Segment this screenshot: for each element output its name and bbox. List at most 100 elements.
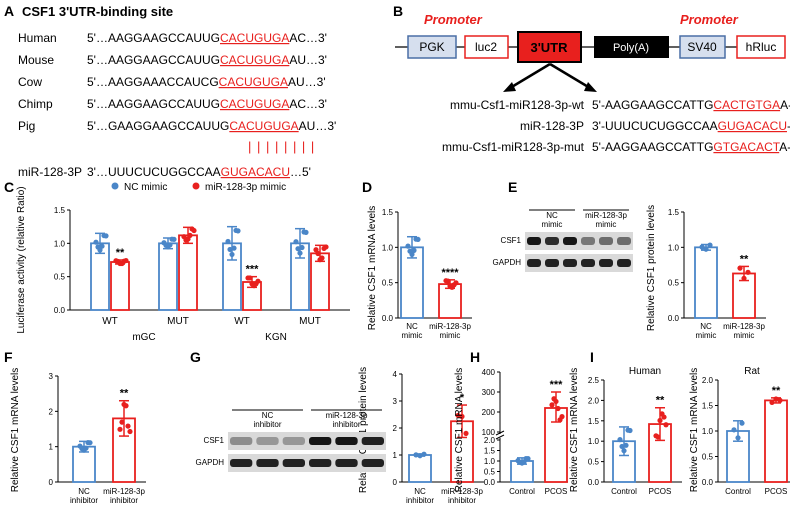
x-tick-label: mimic <box>402 331 423 340</box>
y-tick-label: 100 <box>482 428 496 437</box>
bar-mir <box>110 261 130 311</box>
data-point <box>171 236 177 242</box>
panel-b-letter: B <box>393 3 403 19</box>
data-point <box>551 396 557 402</box>
y-tick-label: 1.5 <box>702 402 714 411</box>
data-point <box>293 239 299 245</box>
data-point <box>659 411 665 417</box>
blot-group-label: miR-128-3p <box>585 211 627 220</box>
blot-band <box>545 237 559 245</box>
data-point <box>549 402 555 408</box>
x-tick-label: miR-128-3p <box>441 487 483 496</box>
y-tick-label: 1.0 <box>588 437 600 446</box>
panel-a-title: CSF1 3'UTR-binding site <box>22 4 173 19</box>
x-tick-label: PCOS <box>765 487 788 496</box>
construct-seq-0: 5'-AAGGAAGCCATTGCACTGTGAA-3' <box>592 98 790 112</box>
data-point <box>559 414 565 420</box>
data-point <box>707 242 713 248</box>
significance-label: * <box>460 392 465 404</box>
data-point <box>299 244 305 251</box>
y-tick-label: 0.0 <box>702 478 714 487</box>
data-point <box>95 244 101 250</box>
data-point <box>617 436 623 443</box>
blot-group-label: mimic <box>542 220 563 229</box>
blot-band <box>309 437 332 445</box>
promoter-label-1: Promoter <box>424 12 483 27</box>
blot-band <box>581 259 595 267</box>
blot-strip <box>525 232 633 250</box>
data-point <box>521 459 527 465</box>
x-tick-label: mimic <box>440 331 461 340</box>
y-tick-label: 0.5 <box>54 273 66 282</box>
data-point <box>123 403 129 409</box>
chart-d: 0.0 0.5 1.0 1.5 Relative CSF1 mRNA levels ***… <box>367 206 472 340</box>
x-tick-label: inhibitor <box>448 496 476 505</box>
blot-band <box>309 459 332 467</box>
species-seq-2: 5'…AAGGAAACCAUCGCACUGUGAAU…3' <box>87 75 326 89</box>
y-tick-label: 0.0 <box>668 314 680 323</box>
chart-i-rat-title: Rat <box>744 366 760 377</box>
blot-band <box>335 459 358 467</box>
blot-band <box>282 437 305 445</box>
blot-strip <box>228 432 386 450</box>
y-tick-label: 300 <box>482 388 496 397</box>
data-point <box>79 446 85 452</box>
blot-strip <box>228 454 386 472</box>
data-point <box>297 250 303 256</box>
data-point <box>455 412 461 419</box>
blot-band <box>282 459 305 467</box>
data-point <box>777 397 783 403</box>
x-tick-label: NC <box>406 322 418 331</box>
group-label-mgc: mGC <box>132 332 155 343</box>
data-point <box>415 236 421 243</box>
y-tick-label: 1 <box>393 451 398 460</box>
panel-b: B Promoter Promoter PGK luc2 3'UTR Poly(… <box>393 3 790 154</box>
chart-i-human: 0.0 0.5 1.0 1.5 2.0 2.5 Relative CSF1 mRNA lev… <box>569 368 682 496</box>
significance-label: ** <box>656 395 665 407</box>
blot-row-label: GAPDH <box>493 258 522 267</box>
y-tick-label: 400 <box>482 368 496 377</box>
data-point <box>295 246 301 252</box>
blot-group-label: inhibitor <box>253 420 281 429</box>
y-tick-label: 2 <box>393 424 398 433</box>
y-tick-label: 1 <box>49 443 54 452</box>
species-seq-4: 5'…GAAGGAAGCCAUUGCACUGUGAAU…3' <box>87 119 336 133</box>
data-point <box>741 275 747 281</box>
y-axis-label: Relative CSF1 mRNA levels <box>10 368 21 492</box>
legend-label-mir: miR-128-3p mimic <box>205 182 286 193</box>
y-tick-label: 0 <box>49 478 54 487</box>
y-tick-label: 1.5 <box>668 208 680 217</box>
y-tick-label: 0.5 <box>702 453 714 462</box>
data-point <box>445 278 451 284</box>
significance-label: ** <box>120 388 129 400</box>
mirna-name: miR-128-3P <box>18 165 82 179</box>
y-axis-label: Relative CSF1 mRNA levels <box>689 368 700 492</box>
blot-band <box>563 237 577 245</box>
blot-band <box>545 259 559 267</box>
data-point <box>703 246 709 252</box>
blot-band <box>599 237 613 245</box>
blot-band <box>256 437 279 445</box>
panel-a-letter: A <box>4 3 14 19</box>
y-tick-label: 0.0 <box>382 314 394 323</box>
data-point <box>225 238 231 245</box>
legend-marker-mir <box>192 182 200 190</box>
panel-letter-F: F <box>4 349 13 365</box>
y-tick-label: 2.0 <box>588 396 600 405</box>
data-point <box>463 430 469 437</box>
data-point <box>251 283 257 289</box>
y-axis-label: Relative CSF1 mRNA levels <box>454 368 465 492</box>
data-point <box>449 284 455 290</box>
species-seq-3: 5'…AAGGAAGCCAUUGCACUGUGAAC…3' <box>87 97 327 111</box>
data-point <box>407 248 413 254</box>
y-tick-label: 0.0 <box>54 306 66 315</box>
blot-group-label: miR-128-3p <box>326 411 368 420</box>
data-point <box>699 244 705 250</box>
data-point <box>773 396 779 402</box>
x-tick-label: inhibitor <box>70 496 98 505</box>
data-point <box>657 417 663 424</box>
